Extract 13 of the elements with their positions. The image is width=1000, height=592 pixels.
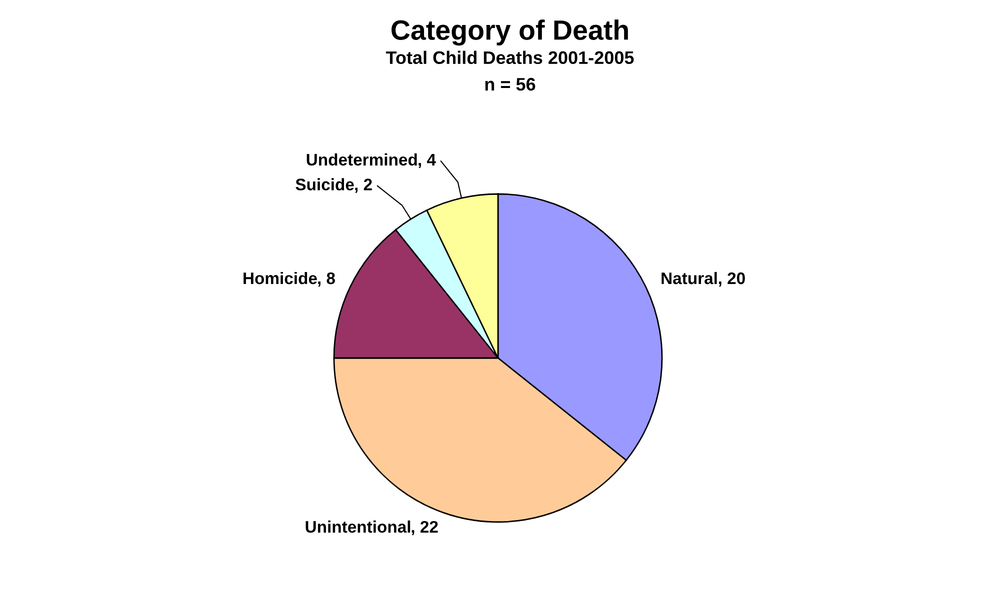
data-label: , 2 — [355, 178, 372, 193]
data-label: , 4 — [418, 154, 436, 168]
data-label: , 22 — [412, 520, 438, 536]
chart-title: Category of Death — [392, 20, 628, 46]
data-label: , 20 — [718, 272, 745, 287]
slice-label: Unintentional — [306, 520, 410, 533]
chart-subtitle: Total Child Deaths 2001-2005 — [386, 50, 634, 64]
text: n = 56 — [485, 78, 536, 91]
data-label: , 8 — [318, 272, 335, 287]
slice-label: Natural — [662, 272, 717, 284]
slice-label: Suicide — [296, 178, 354, 190]
slice-label: Undetermined — [306, 153, 417, 166]
slice-label: Homicide — [244, 272, 317, 284]
